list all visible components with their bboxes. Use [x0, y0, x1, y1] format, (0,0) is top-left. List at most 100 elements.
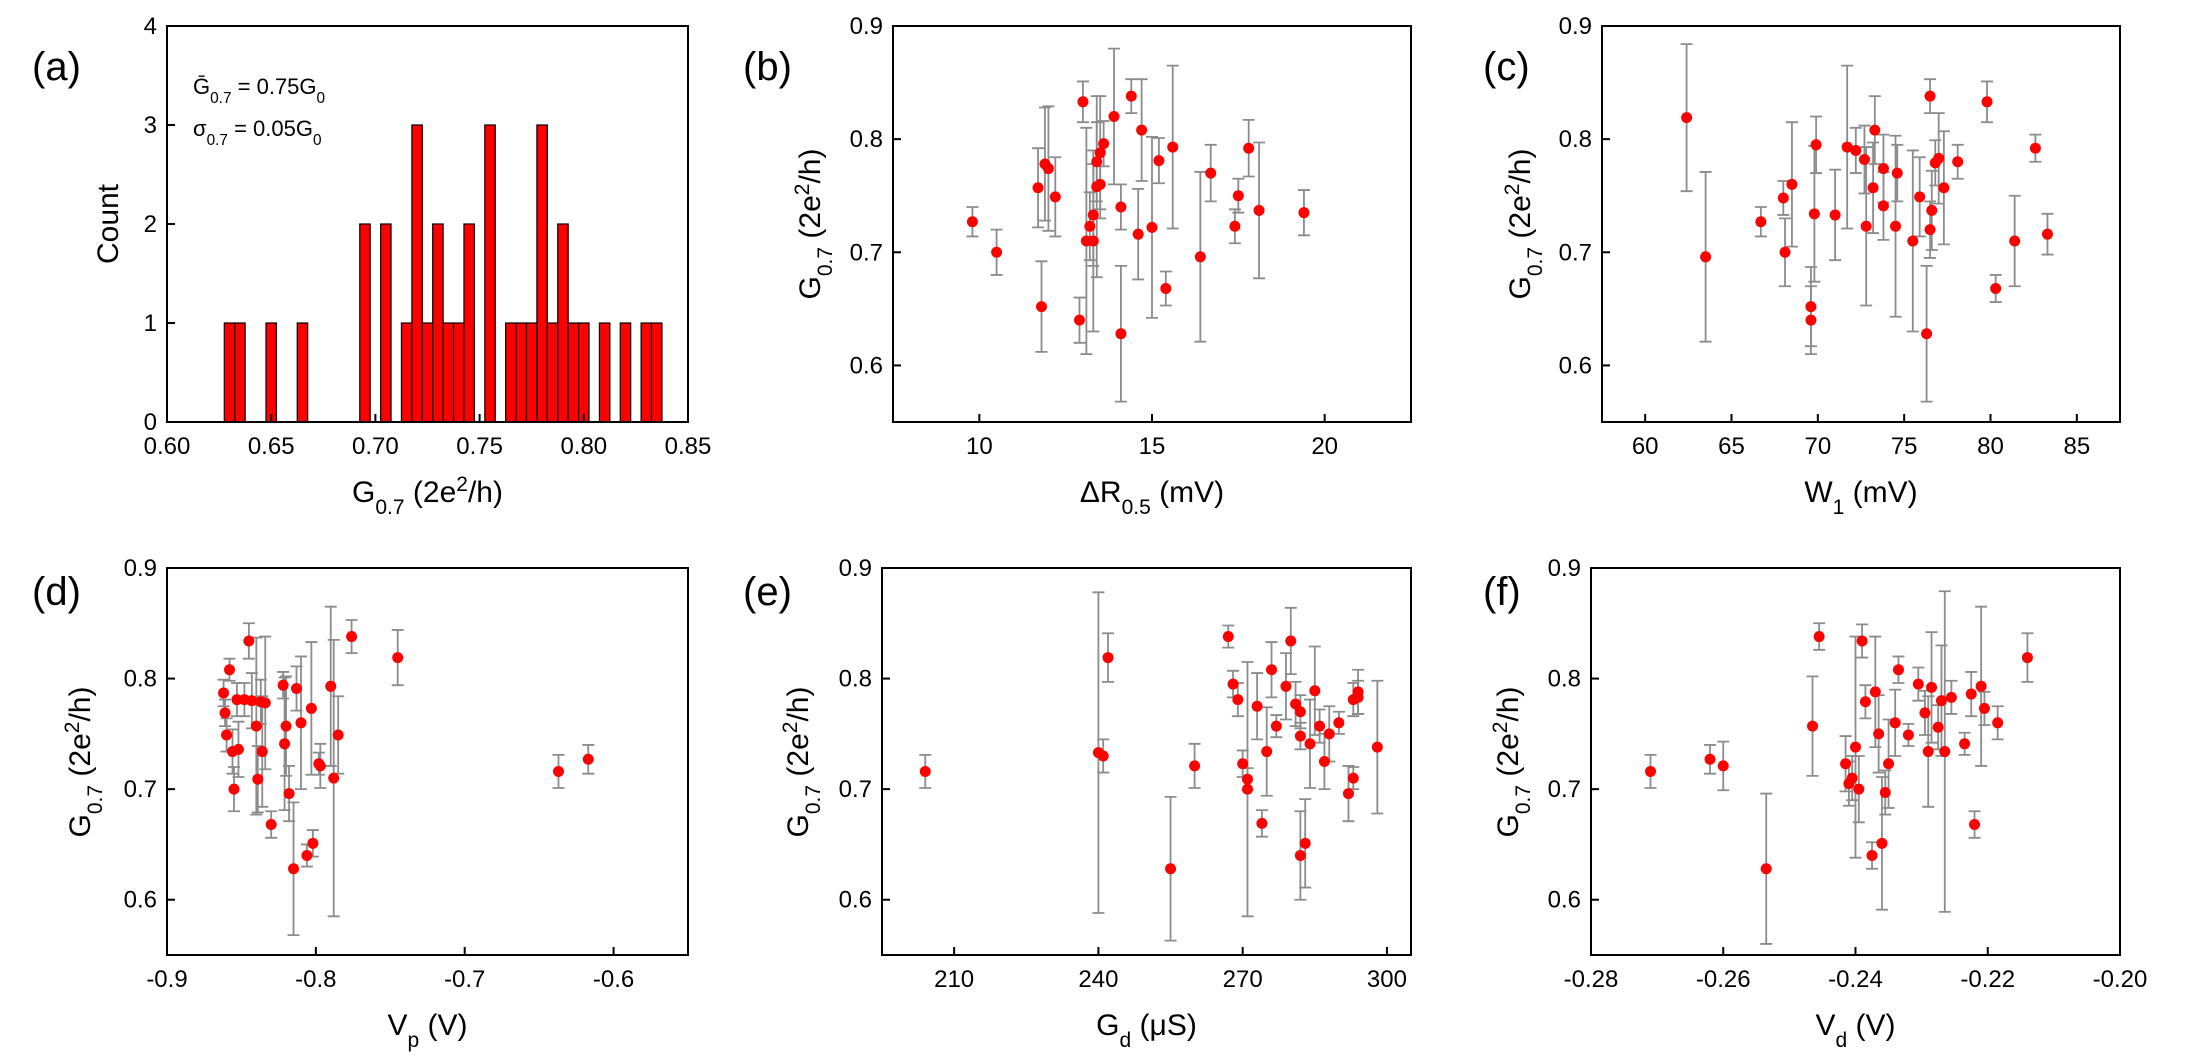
data-point: [1229, 220, 1241, 232]
x-tick-label: 75: [1891, 433, 1918, 460]
annotation: σ0.7 = 0.05G0: [193, 116, 322, 149]
data-point: [1294, 730, 1306, 742]
x-tick-label: 300: [1367, 966, 1407, 993]
y-tick-label: 0.7: [1559, 239, 1592, 266]
data-point: [1926, 204, 1938, 216]
data-point: [1813, 631, 1825, 643]
data-point: [1323, 728, 1335, 740]
panel-f: (f) -0.28 -0.26 -0.24 -0.22 -0.20 0.6 0.7 0.8 0.9…: [1483, 555, 2147, 1052]
panel-c: (c) 60 65 70 75 80 85 0.6 0.7 0.8 0.9 W1 (mV) G0.7 (…: [1483, 13, 2121, 519]
data-point: [1935, 695, 1947, 707]
data-point: [295, 717, 307, 729]
data-point: [1227, 678, 1239, 690]
x-tick-label: 15: [1139, 433, 1166, 460]
data-point: [1108, 111, 1120, 123]
y-axis-label: G0.7 (2e2/h): [1489, 687, 1535, 838]
data-point: [252, 773, 264, 785]
y-tick-label: 0.7: [839, 776, 872, 803]
data-point: [1869, 686, 1881, 698]
data-point: [1786, 178, 1798, 190]
data-point: [1975, 680, 1987, 692]
y-tick-label: 2: [144, 211, 157, 238]
data-point: [1049, 191, 1061, 203]
data-point: [259, 697, 271, 709]
data-point: [1098, 138, 1110, 150]
data-point: [1102, 652, 1114, 664]
data-point: [1892, 664, 1904, 676]
data-point: [1256, 817, 1268, 829]
x-tick-label: 0.65: [248, 433, 295, 460]
panel-d: (d) -0.9 -0.8 -0.7 -0.6 0.6 0.7 0.8 0.9 Vp (V) G0.…: [32, 555, 689, 1052]
data-point: [288, 863, 300, 875]
y-axis-label: G0.7 (2e2/h): [61, 687, 107, 838]
data-point: [1938, 182, 1950, 194]
x-tick-label: 70: [1804, 433, 1831, 460]
data-point: [1073, 314, 1085, 326]
error-bars: [919, 591, 1384, 942]
y-tick-label: 0.7: [124, 776, 157, 803]
data-point: [1087, 209, 1099, 221]
data-point: [1840, 758, 1852, 770]
data-point: [219, 707, 231, 719]
x-tick-label: -0.9: [146, 966, 187, 993]
y-tick-label: 0.8: [850, 126, 883, 153]
x-axis-label: Vd (V): [1815, 1009, 1895, 1052]
x-axis-label: Vp (V): [387, 1009, 467, 1052]
data-point: [1241, 773, 1253, 785]
data-point: [1981, 96, 1993, 108]
data-point: [1867, 182, 1879, 194]
bar: [452, 322, 465, 423]
data-point: [291, 683, 303, 695]
data-point: [2041, 228, 2053, 240]
y-tick-label: 0.8: [1559, 126, 1592, 153]
x-tick-label: -0.24: [1828, 966, 1883, 993]
x-tick-label: -0.20: [2093, 966, 2148, 993]
data-point: [1889, 717, 1901, 729]
data-point: [1294, 706, 1306, 718]
data-point: [1243, 142, 1255, 154]
data-point: [1094, 178, 1106, 190]
data-point: [582, 753, 594, 765]
x-tick-label: -0.28: [1564, 966, 1619, 993]
data-point: [224, 664, 236, 676]
x-tick-label: -0.6: [593, 966, 634, 993]
bar: [525, 322, 538, 423]
data-point: [1371, 741, 1383, 753]
plot-frame: [881, 567, 1412, 956]
data-point: [919, 765, 931, 777]
bar: [484, 124, 496, 423]
data-point: [1805, 314, 1817, 326]
x-tick-label: 0.70: [352, 433, 399, 460]
y-tick-label: 0.7: [850, 239, 883, 266]
data-point: [1805, 301, 1817, 313]
x-tick-label: -0.22: [1960, 966, 2015, 993]
x-tick-label: 240: [1078, 966, 1118, 993]
data-point: [256, 746, 268, 758]
data-point: [991, 246, 1003, 258]
data-point: [1700, 251, 1712, 263]
data-point: [1084, 220, 1096, 232]
bar: [400, 322, 413, 423]
data-point: [1266, 664, 1278, 676]
data-point: [325, 680, 337, 692]
data-point: [1309, 685, 1321, 697]
data-point: [1035, 301, 1047, 313]
data-point: [1932, 721, 1944, 733]
data-points: [1681, 90, 2053, 340]
x-tick-label: -0.8: [295, 966, 336, 993]
data-point: [2009, 235, 2021, 247]
data-point: [228, 783, 240, 795]
y-tick-label: 0.6: [839, 887, 872, 914]
data-point: [1253, 204, 1265, 216]
data-point: [1280, 680, 1292, 692]
data-point: [1959, 738, 1971, 750]
bar: [619, 322, 632, 423]
data-point: [1333, 717, 1345, 729]
data-points: [1645, 631, 2033, 875]
data-point: [1902, 729, 1914, 741]
data-point: [328, 772, 340, 784]
data-point: [1760, 863, 1772, 875]
histogram-bars: [223, 124, 663, 423]
data-point: [1933, 152, 1945, 164]
data-point: [1681, 112, 1693, 124]
